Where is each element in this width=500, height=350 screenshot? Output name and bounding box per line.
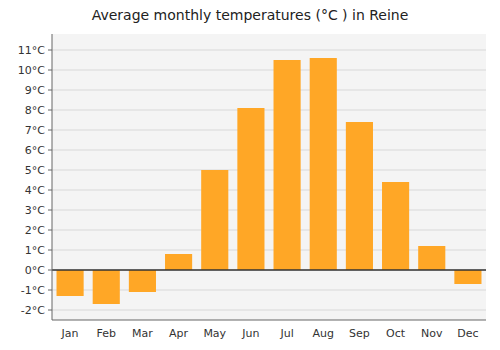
bar — [346, 122, 373, 270]
y-tick-label: 1°C — [25, 244, 45, 257]
grid-line — [52, 270, 486, 271]
y-tick — [48, 270, 52, 271]
plot-background — [52, 34, 486, 320]
bar — [454, 270, 481, 284]
grid-line — [52, 130, 486, 131]
y-tick-label: 8°C — [25, 104, 45, 117]
y-axis-line — [52, 34, 53, 320]
y-tick — [48, 290, 52, 291]
bar — [237, 108, 264, 270]
y-tick-label: 10°C — [18, 64, 45, 77]
y-tick — [48, 250, 52, 251]
y-tick-label: 3°C — [25, 204, 45, 217]
grid — [52, 50, 486, 310]
grid-line — [52, 150, 486, 151]
y-tick — [48, 190, 52, 191]
y-tick-label: 2°C — [25, 224, 45, 237]
y-tick-label: 7°C — [25, 124, 45, 137]
x-tick-label: Nov — [421, 327, 443, 340]
bars — [57, 58, 482, 304]
y-tick-label: 9°C — [25, 84, 45, 97]
y-tick-label: 5°C — [25, 164, 45, 177]
x-tick-label: Aug — [313, 327, 334, 340]
bar — [274, 60, 301, 270]
chart: Average monthly temperatures (°C ) in Re… — [0, 0, 500, 350]
x-tick-label: Oct — [386, 327, 406, 340]
grid-line — [52, 70, 486, 71]
y-tick-label: -2°C — [21, 304, 45, 317]
bar — [57, 270, 84, 296]
y-tick — [48, 150, 52, 151]
title: Average monthly temperatures (°C ) in Re… — [92, 7, 409, 23]
grid-line — [52, 190, 486, 191]
y-tick — [48, 310, 52, 311]
y-tick — [48, 110, 52, 111]
x-tick-label: Apr — [169, 327, 189, 340]
y-tick-label: 4°C — [25, 184, 45, 197]
x-axis-line — [52, 320, 486, 321]
y-tick-label: -1°C — [21, 284, 45, 297]
y-tick — [48, 210, 52, 211]
y-tick — [48, 130, 52, 131]
y-tick — [48, 90, 52, 91]
x-tick-label: Dec — [457, 327, 478, 340]
y-tick-label: 0°C — [25, 264, 45, 277]
bar — [310, 58, 337, 270]
y-tick-label: 6°C — [25, 144, 45, 157]
y-tick — [48, 230, 52, 231]
grid-line — [52, 110, 486, 111]
grid-line — [52, 230, 486, 231]
x-tick-label: Sep — [349, 327, 370, 340]
x-tick-label: Mar — [132, 327, 153, 340]
y-tick — [48, 170, 52, 171]
x-tick-label: May — [203, 327, 226, 340]
y-tick-label: 11°C — [18, 44, 45, 57]
bar — [93, 270, 120, 304]
grid-line — [52, 210, 486, 211]
bar — [129, 270, 156, 292]
x-tick-label: Jul — [279, 327, 293, 340]
bar — [201, 170, 228, 270]
x-tick-label: Feb — [97, 327, 116, 340]
bar — [382, 182, 409, 270]
chart-container: Average monthly temperatures (°C ) in Re… — [0, 0, 500, 350]
x-tick-label: Jan — [61, 327, 79, 340]
y-tick — [48, 70, 52, 71]
bar — [418, 246, 445, 270]
x-tick-label: Jun — [241, 327, 259, 340]
bar — [165, 254, 192, 270]
zero-line — [52, 269, 486, 271]
grid-line — [52, 90, 486, 91]
grid-line — [52, 170, 486, 171]
grid-line — [52, 50, 486, 51]
grid-line — [52, 310, 486, 311]
y-tick — [48, 50, 52, 51]
